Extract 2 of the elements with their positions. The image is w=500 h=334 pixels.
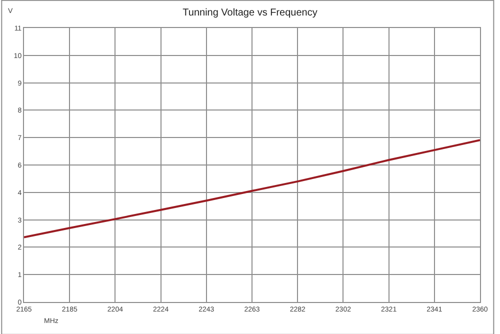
line-series: [24, 139, 480, 238]
chart-title: Tunning Voltage vs Frequency: [182, 7, 318, 18]
